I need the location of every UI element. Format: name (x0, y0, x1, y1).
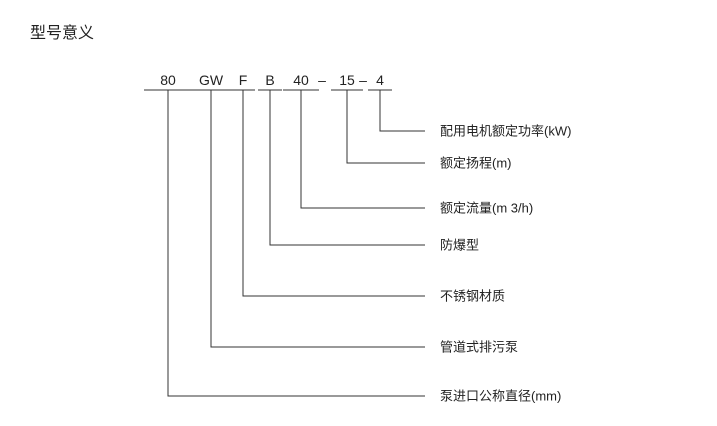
leader-line (242, 90, 425, 297)
code-meaning-label: 防爆型 (440, 237, 479, 252)
code-segment: 80 (160, 72, 176, 88)
code-segment: 40 (293, 72, 309, 88)
code-segment: GW (199, 72, 224, 88)
code-segment: B (265, 72, 274, 88)
code-meaning-label: 泵进口公称直径(mm) (440, 388, 561, 403)
code-segment: 4 (376, 72, 384, 88)
code-meaning-label: 额定流量(m 3/h) (440, 200, 533, 215)
leader-line (210, 90, 425, 348)
code-segment: F (239, 72, 248, 88)
code-meaning-label: 额定扬程(m) (440, 155, 512, 170)
leader-line (167, 90, 425, 397)
code-meaning-label: 配用电机额定功率(kW) (440, 123, 571, 138)
leader-line (379, 90, 425, 132)
leader-line (269, 90, 425, 246)
separator-dash: – (359, 72, 367, 88)
code-meaning-label: 不锈钢材质 (440, 288, 505, 303)
leader-line (300, 90, 425, 209)
leader-line (346, 90, 425, 164)
code-meaning-label: 管道式排污泵 (440, 339, 518, 354)
page-title: 型号意义 (30, 23, 95, 42)
code-segment: 15 (339, 72, 355, 88)
separator-dash: – (318, 72, 326, 88)
